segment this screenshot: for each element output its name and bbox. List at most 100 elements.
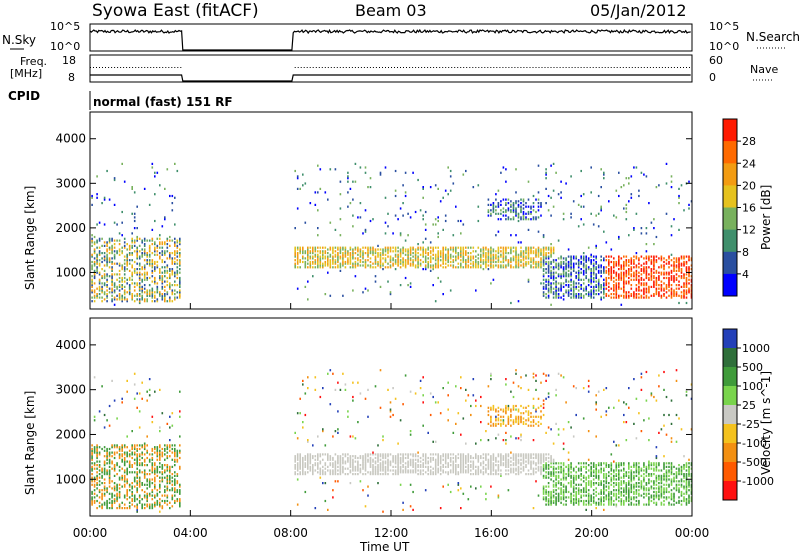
range-cell	[449, 464, 452, 467]
range-cell	[362, 246, 364, 249]
range-cell	[294, 467, 296, 470]
range-cell	[429, 465, 432, 468]
range-cell	[159, 444, 161, 447]
range-cell	[457, 412, 460, 415]
range-cell	[582, 223, 585, 226]
range-cell	[633, 255, 635, 258]
range-cell	[608, 268, 610, 271]
range-cell	[304, 250, 307, 253]
range-cell	[131, 282, 133, 285]
range-cell	[397, 460, 399, 463]
range-cell	[299, 187, 301, 190]
range-cell	[540, 250, 542, 253]
range-cell	[304, 182, 307, 185]
range-cell	[159, 449, 161, 452]
range-cell	[174, 196, 176, 199]
range-cell	[339, 467, 342, 470]
range-cell	[412, 471, 414, 474]
range-cell	[460, 471, 462, 474]
range-cell	[462, 260, 465, 264]
range-cell	[527, 257, 530, 260]
range-cell	[138, 480, 141, 483]
range-cell	[337, 455, 339, 458]
range-cell	[545, 268, 547, 271]
range-cell	[121, 476, 123, 479]
range-cell	[500, 453, 502, 456]
range-cell	[658, 293, 660, 296]
range-cell	[655, 235, 658, 239]
range-cell	[520, 252, 522, 255]
range-cell	[91, 278, 93, 281]
range-cell	[148, 250, 151, 253]
nave-dot	[565, 67, 567, 68]
range-cell	[449, 289, 452, 292]
range-cell	[329, 264, 332, 267]
range-cell	[545, 202, 547, 205]
range-cell	[404, 264, 407, 267]
range-cell	[143, 503, 146, 506]
range-cell	[577, 276, 580, 280]
range-cell	[93, 467, 96, 470]
range-cell	[660, 294, 663, 297]
range-cell	[510, 435, 512, 438]
cpid-value: normal (fast) 151 RF	[93, 95, 233, 109]
range-cell	[404, 171, 407, 174]
range-cell	[555, 289, 557, 292]
range-cell	[389, 293, 392, 296]
range-cell	[166, 446, 169, 449]
range-cell	[397, 465, 399, 468]
range-cell	[660, 266, 663, 269]
range-cell	[517, 419, 520, 422]
range-cell	[409, 250, 412, 253]
range-cell	[101, 285, 103, 288]
range-cell	[434, 467, 437, 470]
range-cell	[557, 268, 560, 271]
range-cell	[683, 284, 685, 287]
range-cell	[477, 253, 480, 256]
range-cell	[128, 465, 131, 468]
range-cell	[605, 259, 608, 262]
range-cell	[121, 444, 123, 447]
range-cell	[414, 453, 417, 456]
range-cell	[613, 287, 615, 290]
range-cell	[174, 499, 176, 503]
range-cell	[449, 253, 452, 256]
nsearch-label: N.Search	[746, 30, 800, 44]
range-cell	[138, 501, 141, 504]
range-cell	[101, 385, 103, 388]
range-cell	[324, 462, 327, 465]
range-cell	[171, 291, 174, 294]
range-cell	[314, 248, 317, 251]
range-cell	[497, 264, 500, 267]
range-cell	[164, 469, 166, 472]
range-cell	[645, 250, 648, 253]
range-cell	[572, 262, 575, 265]
range-cell	[91, 244, 93, 247]
range-cell	[685, 278, 688, 281]
range-cell	[347, 456, 349, 460]
range-cell	[354, 455, 357, 458]
range-cell	[658, 275, 660, 278]
range-cell	[530, 257, 532, 260]
range-cell	[633, 273, 635, 276]
range-cell	[141, 505, 143, 508]
range-cell	[123, 285, 126, 288]
range-cell	[136, 508, 138, 511]
range-cell	[582, 287, 585, 290]
range-cell	[118, 276, 121, 280]
range-cell	[482, 473, 485, 476]
range-cell	[151, 489, 154, 492]
range-cell	[517, 216, 520, 219]
range-cell	[339, 218, 342, 221]
range-cell	[532, 471, 535, 474]
nave-dot	[622, 67, 624, 68]
range-cell	[302, 458, 304, 461]
range-cell	[512, 467, 515, 470]
range-cell	[675, 287, 678, 290]
range-cell	[585, 266, 587, 269]
range-cell	[515, 248, 517, 251]
range-cell	[332, 260, 334, 264]
range-cell	[143, 494, 146, 497]
range-cell	[510, 415, 512, 418]
range-cell	[314, 469, 317, 472]
